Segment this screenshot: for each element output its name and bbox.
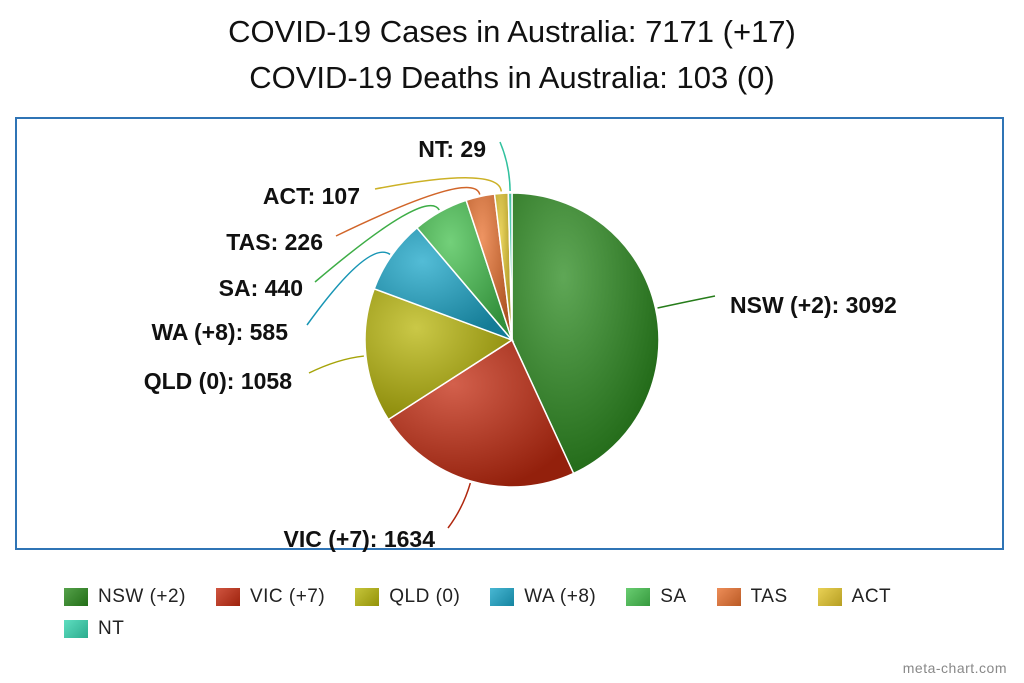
legend-swatch-4	[626, 588, 651, 606]
slice-label-6: ACT: 107	[263, 183, 360, 209]
legend-swatch-1	[215, 588, 240, 606]
leader-line-7	[499, 141, 511, 192]
legend-swatch-3	[490, 588, 515, 606]
legend-item-6[interactable]: ACT	[817, 586, 892, 608]
watermark: meta-chart.com	[902, 660, 1007, 676]
legend: NSW (+2) VIC (+7) QLD (0) WA (+8) SA TAS ACT NT	[64, 586, 984, 640]
legend-item-0[interactable]: NSW (+2)	[64, 586, 186, 608]
legend-swatch-5	[716, 588, 741, 606]
legend-item-4[interactable]: SA	[626, 586, 686, 608]
legend-item-3[interactable]: WA (+8)	[490, 586, 596, 608]
leader-line-0	[657, 295, 716, 309]
legend-swatch-2	[355, 588, 380, 606]
leader-line-1	[447, 482, 472, 529]
pie-slice-2	[364, 287, 514, 421]
legend-item-7[interactable]: NT	[64, 618, 124, 640]
pie-slice-0	[511, 192, 660, 475]
legend-label-7: NT	[98, 618, 125, 639]
legend-swatch-6	[817, 588, 842, 606]
slice-label-1: VIC (+7): 1634	[284, 526, 436, 552]
leader-line-5	[335, 186, 481, 237]
legend-label-0: NSW (+2)	[98, 586, 186, 607]
legend-swatch-7	[64, 620, 88, 638]
leader-line-3	[306, 251, 391, 326]
legend-label-6: ACT	[851, 586, 892, 607]
chart-subtitle: COVID-19 Deaths in Australia: 103 (0)	[249, 60, 775, 95]
leader-line-4	[314, 204, 440, 283]
slice-label-2: QLD (0): 1058	[144, 368, 292, 394]
leader-line-6	[374, 177, 502, 192]
legend-label-4: SA	[660, 586, 687, 607]
legend-item-1[interactable]: VIC (+7)	[215, 586, 326, 608]
slice-label-5: TAS: 226	[226, 229, 323, 255]
legend-label-2: QLD (0)	[389, 586, 461, 607]
pie-chart: NSW (+2): 3092 VIC (+7): 1634 QLD (0): 105…	[144, 136, 897, 552]
legend-label-1: VIC (+7)	[249, 586, 326, 607]
legend-label-3: WA (+8)	[524, 586, 597, 607]
pie-slice-7	[507, 192, 513, 341]
legend-label-5: TAS	[750, 586, 788, 607]
leader-line-2	[308, 355, 364, 374]
legend-swatch-0	[64, 588, 88, 606]
slice-label-7: NT: 29	[418, 136, 486, 162]
slice-label-3: WA (+8): 585	[151, 319, 288, 345]
legend-item-5[interactable]: TAS	[716, 586, 788, 608]
slice-label-0: NSW (+2): 3092	[730, 292, 897, 318]
slice-label-4: SA: 440	[219, 275, 303, 301]
chart-frame	[15, 117, 1004, 550]
chart-title: COVID-19 Cases in Australia: 7171 (+17)	[228, 14, 796, 49]
leader-lines	[306, 141, 716, 529]
slice-labels: NSW (+2): 3092 VIC (+7): 1634 QLD (0): 105…	[144, 136, 897, 552]
pie-slices	[364, 192, 660, 488]
pie-slice-1	[387, 338, 575, 488]
legend-item-2[interactable]: QLD (0)	[355, 586, 460, 608]
